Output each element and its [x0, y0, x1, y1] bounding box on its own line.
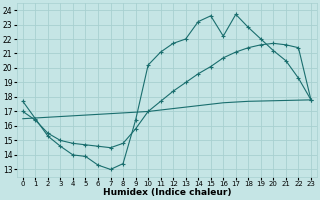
X-axis label: Humidex (Indice chaleur): Humidex (Indice chaleur)	[103, 188, 231, 197]
